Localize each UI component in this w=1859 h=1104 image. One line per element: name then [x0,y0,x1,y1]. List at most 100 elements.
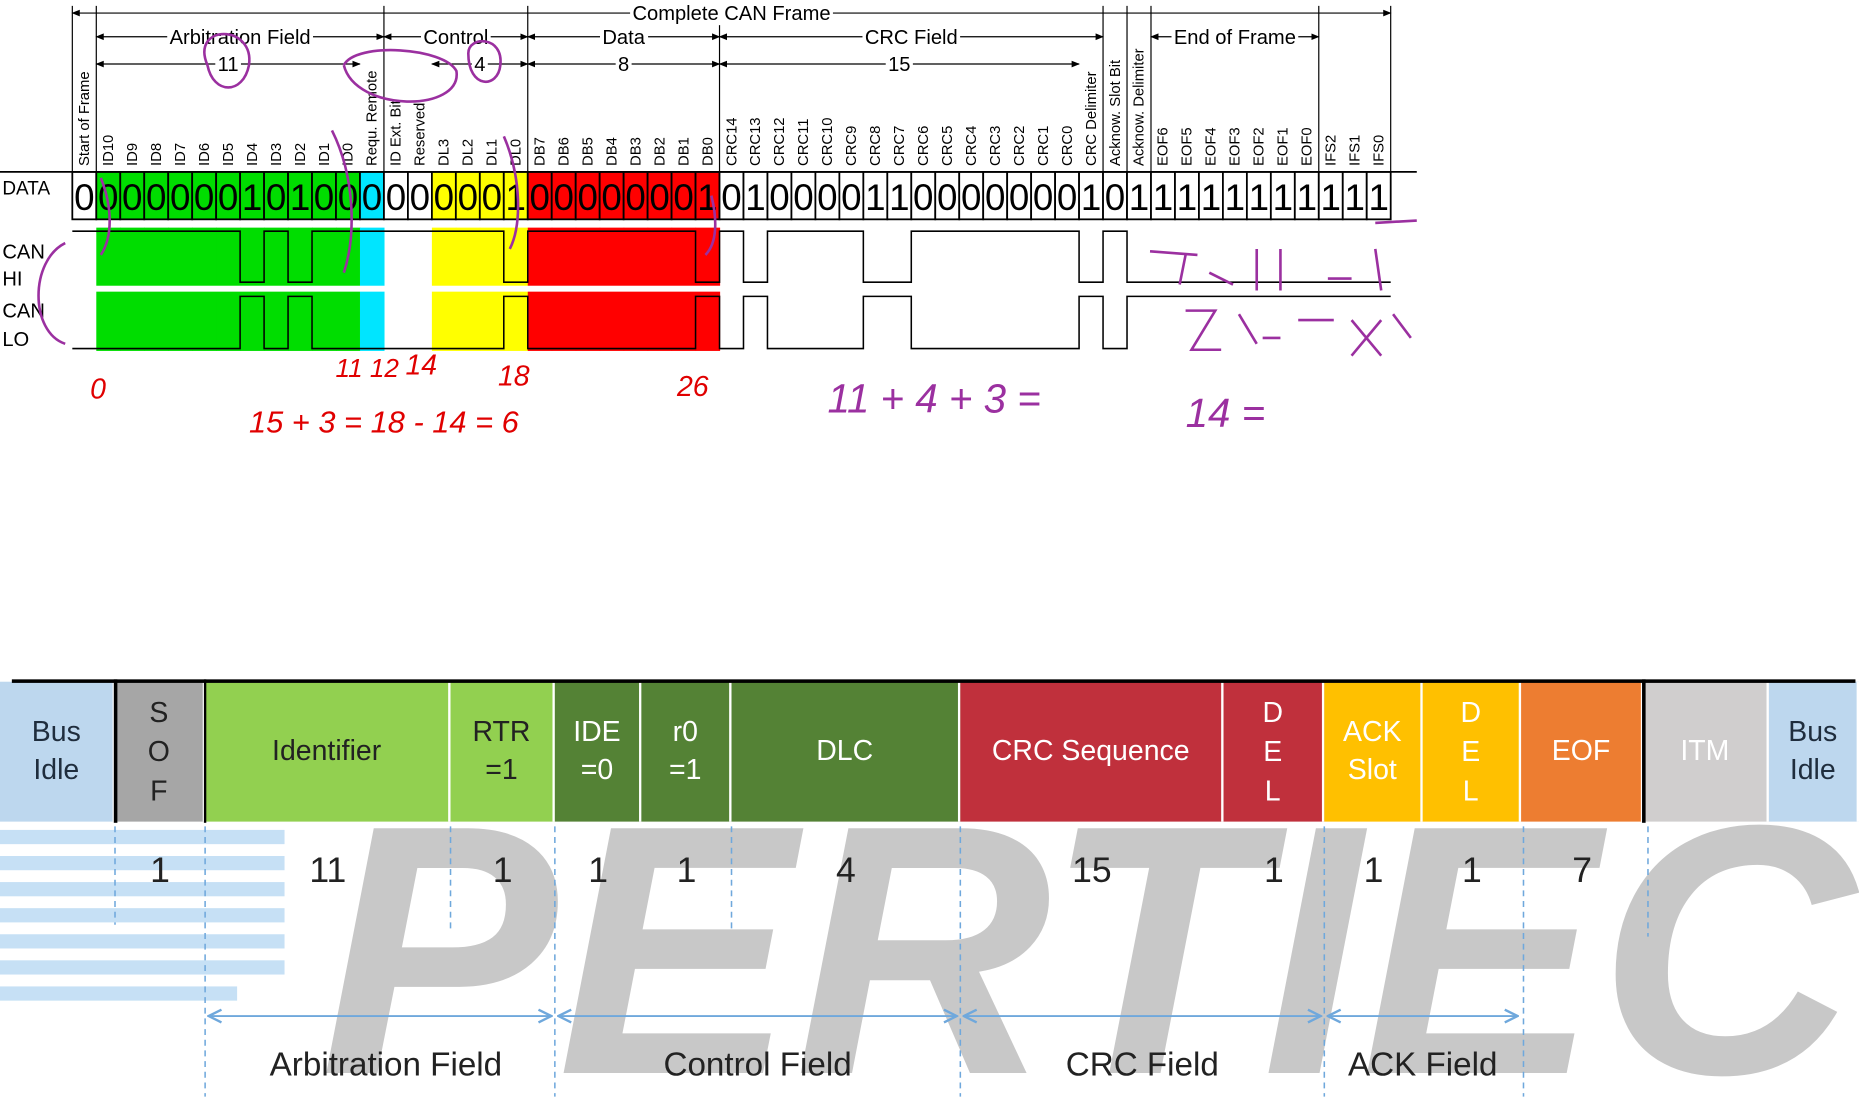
bit-value: 1 [865,177,885,218]
bit-value: 0 [458,177,478,218]
signal-label: CAN [2,241,45,263]
annotation: 11 12 [336,353,400,383]
bit-value: 0 [985,177,1005,218]
bit-value: 1 [1081,177,1101,218]
bit-label: ID2 [293,143,309,166]
field-bits: 1 [588,851,609,891]
span-label: Control [423,27,488,49]
field-bits: 1 [1264,851,1284,891]
bit-value: 0 [362,177,382,218]
bit-label: CRC2 [1012,126,1028,166]
field-bits: 15 [1072,851,1112,891]
bit-label: CRC3 [988,126,1004,166]
handwriting-stroke [330,129,353,274]
bit-label: DB4 [604,137,620,166]
handwriting-ellipse [342,48,458,103]
bit-value: 0 [218,177,238,218]
bit-label: CRC4 [964,126,980,166]
bit-label: ID4 [245,143,261,166]
bit-value: 1 [889,177,909,218]
can-hi-wave [72,230,1391,283]
bit-label: EOF0 [1300,127,1316,166]
span-label-bg [1171,26,1299,49]
handwriting-ellipse [203,32,251,89]
bit-value: 1 [1249,177,1269,218]
span-count-bg [215,54,241,77]
field-bits: 1 [1363,851,1384,891]
field-bits: 1 [676,851,697,891]
watermark-stripes [0,829,285,1001]
field-box: Identifier [205,681,451,822]
span-label-bg [599,26,649,49]
frame-border [1642,679,1646,823]
bit-label: EOF2 [1252,127,1268,166]
field-box: DLC [731,681,961,822]
bit-label: ID5 [221,143,237,166]
group-label: Arbitration Field [269,1045,503,1083]
bit-label: DB0 [700,137,716,166]
bit-label: CRC12 [772,117,788,166]
span-label: CRC Field [865,27,958,49]
field-bits: 7 [1572,851,1593,891]
group-label: ACK Field [1347,1045,1498,1083]
bit-label: IFS0 [1371,135,1387,166]
frame-border [203,679,207,823]
span-label-bg [167,26,314,49]
handwriting-stroke [704,195,717,256]
field-box: DEL [1422,681,1522,822]
row-label: DATA [2,178,50,199]
annotation: 14 = [1186,391,1266,436]
bit-label: ID8 [149,143,165,166]
bit-value: 0 [482,177,502,218]
bit-label: DL1 [485,139,501,166]
bit-value: 0 [793,177,813,218]
bit-label: DB5 [580,137,596,166]
bit-value: 1 [745,177,765,218]
annotation: 0 [90,373,106,405]
bit-value: 0 [673,177,693,218]
bit-label: CRC5 [940,126,956,166]
field-box: ACK Slot [1324,681,1423,822]
span-count-bg [885,54,913,77]
span-label: Data [602,27,645,49]
can-lo-wave [72,295,1391,350]
bit-value: 1 [1129,177,1149,218]
bit-value: 0 [194,177,214,218]
signal-label: CAN [2,301,45,323]
bit-value: 0 [1105,177,1125,218]
bit-value: 1 [506,177,526,218]
bit-label: DL3 [437,139,453,166]
span-count: 8 [618,54,629,76]
field-box: EOF [1521,681,1644,822]
bit-label: CRC14 [724,117,740,166]
group-label: CRC Field [1065,1045,1219,1083]
bit-value: 0 [170,177,190,218]
field-box: Bus Idle [1768,681,1859,822]
bit-value: 0 [649,177,669,218]
bit-value: 0 [74,177,94,218]
bit-value: 0 [386,177,406,218]
bit-label: EOF6 [1156,127,1172,166]
bit-label: ID6 [197,143,213,166]
bit-label: DB7 [532,137,548,166]
handwriting-stroke [502,135,520,250]
field-box: CRC Sequence [960,681,1224,822]
bit-label: ID3 [269,143,285,166]
bit-value: 0 [1033,177,1053,218]
bit-value: 1 [1273,177,1293,218]
bit-value: 0 [146,177,166,218]
handwriting-stroke [1185,309,1412,357]
span-count-bg [471,54,488,77]
field-box: r0 =1 [641,681,732,822]
wave-divider [72,285,1391,292]
bit-value: 1 [1321,177,1341,218]
field-bits: 1 [492,851,513,891]
bit-value: 0 [817,177,837,218]
group-label: Control Field [663,1045,852,1083]
bit-value: 0 [841,177,861,218]
signal-label: LO [2,329,29,351]
field-box: Bus Idle [0,681,116,822]
bit-label: ID Ext. Bit [389,100,405,166]
bit-value: 0 [530,177,550,218]
